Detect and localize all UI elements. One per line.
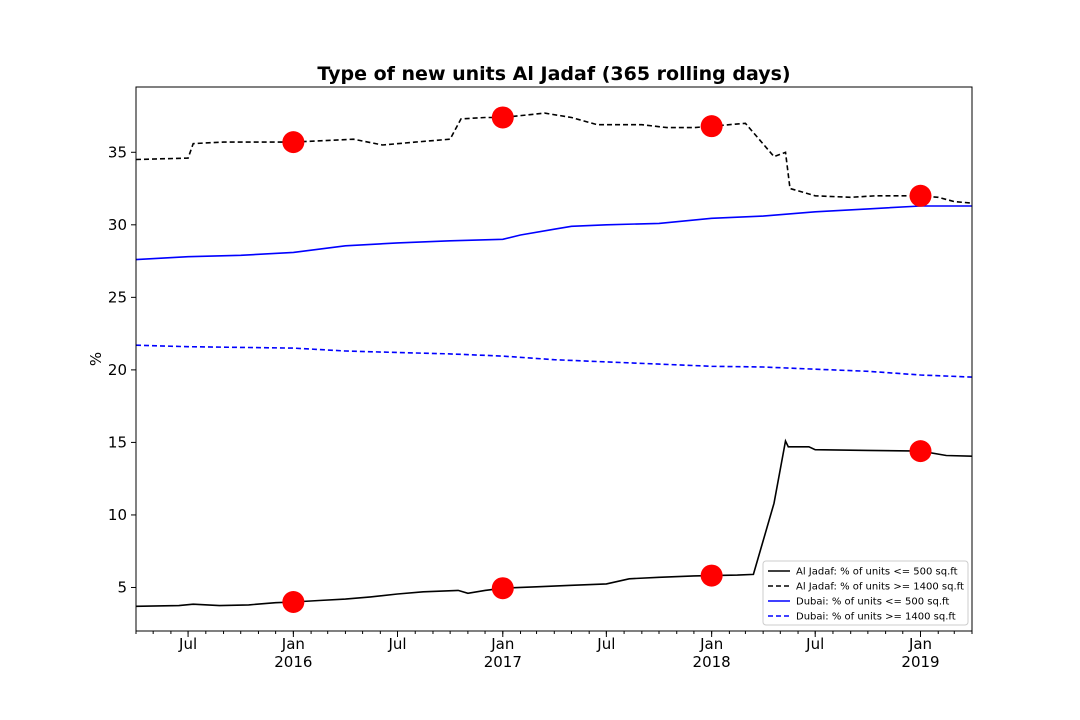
marker-point-7 [700,564,723,587]
x-tick-label: Jan [490,635,514,653]
x-tick-label: Jul [805,635,824,653]
y-tick-label: 25 [108,288,127,306]
x-tick-label: Jul [387,635,406,653]
series-layer [135,112,973,608]
chart-title: Type of new units Al Jadaf (365 rolling … [317,63,790,85]
legend-label-2: Al Jadaf: % of units >= 1400 sq.ft [796,582,964,593]
legend-box [762,560,969,626]
marker-point-2 [491,106,514,129]
marker-point-3 [700,115,723,138]
y-tick-label: 5 [117,578,127,596]
x-tick-year-label: 2018 [693,653,731,671]
legend-label-4: Dubai: % of units >= 1400 sq.ft [796,612,956,623]
legend-label-3: Dubai: % of units <= 500 sq.ft [796,597,949,608]
plot-area [135,86,973,632]
marker-point-8 [909,440,932,463]
x-tick-label: Jul [596,635,615,653]
x-tick-label: Jan [281,635,305,653]
x-tick-year-label: 2016 [274,653,312,671]
y-axis-label: % [87,352,105,366]
marker-layer [282,106,932,613]
marker-point-6 [491,577,514,600]
x-tick-label: Jan [699,635,723,653]
series-line-4 [135,344,973,378]
x-tick-year-label: 2017 [484,653,522,671]
y-tick-label: 10 [108,506,127,524]
y-tick-label: 30 [108,216,127,234]
y-tick-label: 20 [108,361,127,379]
y-tick-label: 15 [108,433,127,451]
series-line-3 [135,205,972,261]
y-axis: 5 10 15 20 25 30 35 [108,143,136,596]
x-tick-label: Jan [908,635,932,653]
x-tick-label: Jul [178,635,197,653]
marker-point-4 [909,184,932,207]
series-line-2 [135,112,973,204]
y-tick-label: 35 [108,143,127,161]
marker-point-5 [282,590,305,613]
legend-label-1: Al Jadaf: % of units <= 500 sq.ft [796,567,958,578]
marker-point-1 [282,131,305,154]
legend: Al Jadaf: % of units <= 500 sq.ft Al Jada… [762,560,969,626]
x-tick-year-label: 2019 [901,653,939,671]
